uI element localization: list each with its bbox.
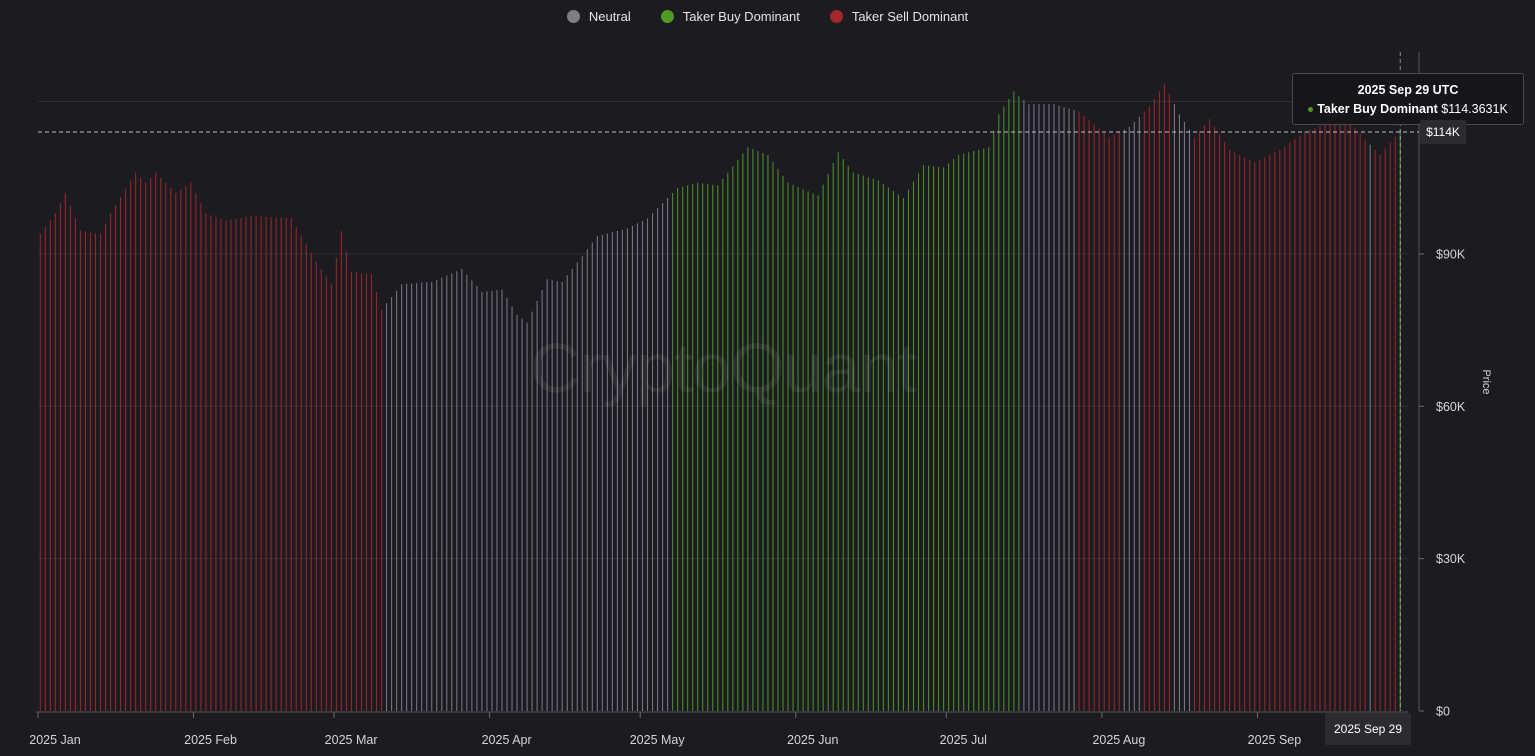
watermark: CryptoQuant	[530, 329, 917, 407]
x-tick-label: 2025 Jun	[787, 733, 838, 747]
tooltip-series: Taker Buy Dominant	[1317, 102, 1438, 116]
y-tick-label: $0	[1436, 705, 1450, 719]
x-tick-label: 2025 Mar	[325, 733, 378, 747]
x-tick-label: 2025 Jul	[940, 733, 987, 747]
chart-tooltip: 2025 Sep 29 UTC Taker Buy Dominant $114.…	[1292, 73, 1524, 125]
tooltip-row: Taker Buy Dominant $114.3631K	[1293, 102, 1523, 116]
chart-legend: Neutral Taker Buy Dominant Taker Sell Do…	[0, 9, 1535, 24]
x-tick-label: 2025 Aug	[1092, 733, 1145, 747]
x-tick-label: 2025 Feb	[184, 733, 237, 747]
legend-item-sell[interactable]: Taker Sell Dominant	[829, 9, 969, 24]
crosshair-date-label: 2025 Sep 29	[1325, 713, 1411, 745]
x-tick-label: 2025 Sep	[1248, 733, 1302, 747]
x-tick-label: 2025 May	[630, 733, 686, 747]
y-axis-title: Price	[1480, 369, 1492, 395]
legend-dot-buy	[660, 10, 674, 23]
legend-label-neutral: Neutral	[588, 9, 631, 24]
tooltip-date: 2025 Sep 29 UTC	[1357, 83, 1459, 97]
y-tick-label: $90K	[1436, 247, 1466, 261]
y-tick-label: $60K	[1436, 400, 1466, 414]
legend-item-neutral[interactable]: Neutral	[566, 9, 631, 24]
legend-dot-neutral	[566, 10, 580, 23]
y-tick-label: $30K	[1436, 552, 1466, 566]
x-tick-label: 2025 Apr	[482, 733, 532, 747]
x-tick-label: 2025 Jan	[29, 733, 80, 747]
crosshair-price-label: $114K	[1420, 120, 1466, 144]
legend-dot-sell	[829, 10, 843, 23]
bars-layer[interactable]	[39, 83, 1401, 711]
legend-item-buy[interactable]: Taker Buy Dominant	[660, 9, 800, 24]
tooltip-value: $114.3631K	[1441, 102, 1508, 116]
crosshair	[38, 52, 1419, 711]
axis-layer: 2025 Jan 2025 Feb 2025 Mar 2025 Apr 2025 May…	[29, 52, 1466, 747]
tooltip-dot-icon	[1308, 107, 1314, 113]
legend-label-sell: Taker Sell Dominant	[851, 9, 969, 24]
legend-label-buy: Taker Buy Dominant	[682, 9, 800, 24]
